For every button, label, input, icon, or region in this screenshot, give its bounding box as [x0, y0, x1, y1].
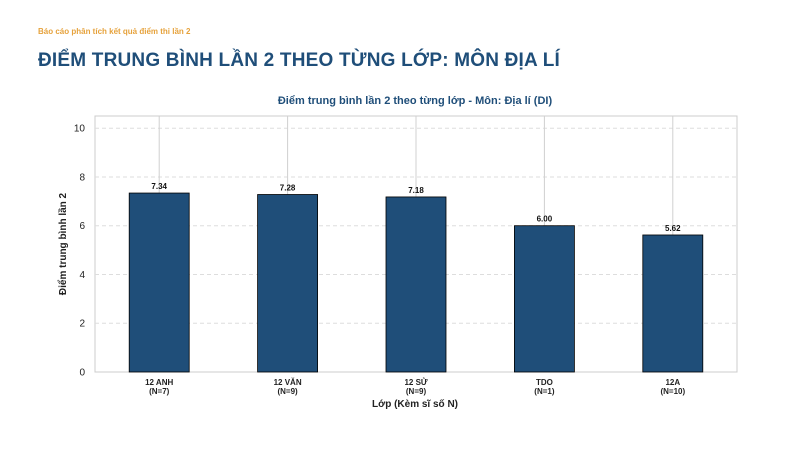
x-tick-count-label: (N=1): [534, 387, 555, 396]
y-ticks: 0 2 4 6 8 10: [74, 124, 86, 379]
x-tick-count-label: (N=9): [406, 387, 427, 396]
bar-value-label: 7.34: [151, 182, 167, 191]
bar-value-label: 7.18: [408, 186, 424, 195]
x-tick-label: 12A: [665, 378, 680, 387]
x-tick-label: TDO: [536, 378, 553, 387]
y-tick-label: 8: [79, 172, 85, 183]
x-tick-count-label: (N=10): [660, 387, 685, 396]
x-tick-label: 12 SỬ: [404, 378, 427, 387]
bars: 7.34 7.28 7.18 6.00 5.62: [128, 182, 704, 373]
bar: [128, 192, 190, 373]
y-tick-label: 10: [74, 124, 86, 135]
x-axis-label: Lớp (Kèm sĩ số N): [372, 398, 458, 410]
y-tick-label: 0: [79, 368, 85, 379]
x-tick-count-label: (N=7): [149, 387, 170, 396]
bar: [385, 196, 447, 373]
bar: [257, 194, 319, 373]
bar-value-label: 5.62: [665, 224, 681, 233]
bar-value-label: 6.00: [537, 215, 553, 224]
x-tick-label: 12 ANH: [145, 378, 173, 387]
bar: [642, 234, 704, 373]
y-axis-label: Điểm trung bình lần 2: [57, 192, 69, 295]
y-tick-label: 4: [79, 270, 85, 281]
chart-title: Điểm trung bình lần 2 theo từng lớp - Mô…: [278, 95, 553, 107]
x-tick-count-label: (N=9): [277, 387, 298, 396]
y-tick-label: 6: [79, 221, 85, 232]
bar-value-label: 7.28: [280, 184, 296, 193]
bar: [514, 225, 575, 373]
x-ticks: 12 ANH(N=7)12 VĂN(N=9)12 SỬ(N=9)TDO(N=1)…: [145, 378, 685, 396]
page-title: ĐIỂM TRUNG BÌNH LẦN 2 THEO TỪNG LỚP: MÔN…: [38, 50, 560, 71]
report-label: Báo cáo phân tích kết quả điểm thi lần 2: [38, 27, 191, 36]
x-tick-label: 12 VĂN: [274, 378, 302, 387]
y-tick-label: 2: [79, 319, 85, 330]
